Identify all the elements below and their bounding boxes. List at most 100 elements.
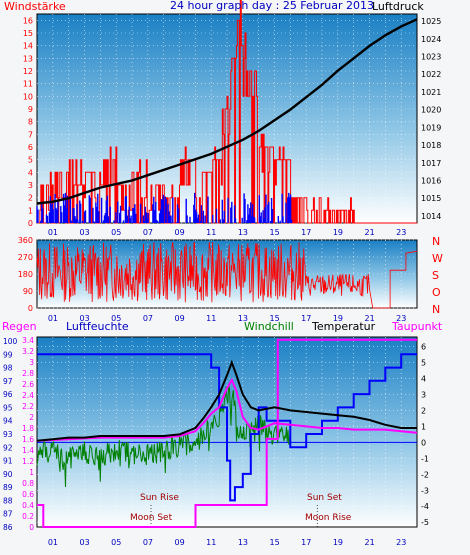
sun-rise-label: Sun Rise — [140, 493, 179, 503]
x-tick-label-p2: 19 — [333, 314, 343, 323]
x-tick-label-p1: 15 — [270, 228, 280, 237]
temp-tick-label: 2 — [421, 406, 426, 415]
temperature-series — [36, 359, 417, 442]
dewpoint-legend: Taupunkt — [391, 320, 443, 333]
dewpoint-series — [36, 377, 418, 442]
pressure-tick-label: 1018 — [421, 141, 441, 150]
wind-direction-series — [36, 242, 418, 309]
x-tick-label-p3: 07 — [143, 538, 153, 547]
humidity-tick-label: 91 — [3, 457, 13, 466]
x-tick-label-p1: 13 — [238, 228, 248, 237]
x-tick-label-p3: 05 — [111, 538, 121, 547]
compass-tick-label: N — [432, 303, 440, 316]
pressure-tick-label: 1022 — [421, 70, 441, 79]
x-tick-label-p3: 09 — [175, 538, 185, 547]
pressure-tick-label: 1024 — [421, 35, 441, 44]
x-tick-label-p3: 03 — [80, 538, 90, 547]
x-tick-label-p1: 23 — [396, 228, 406, 237]
rain-series — [37, 338, 417, 528]
chart-title: 24 hour graph day : 25 Februar 2013 — [170, 0, 374, 12]
wind-tick-label: 13 — [23, 54, 33, 63]
rain-tick-label: 1.2 — [22, 457, 34, 466]
pressure-tick-label: 1017 — [421, 159, 441, 168]
wind-tick-label: 0 — [28, 219, 33, 228]
rain-tick-label: 2.2 — [22, 402, 34, 411]
temp-tick-label: -4 — [421, 502, 429, 511]
sun-set-label: Sun Set — [307, 493, 342, 503]
rain-tick-label: 2 — [29, 413, 34, 422]
pressure-tick-label: 1015 — [421, 194, 441, 203]
x-tick-label-p3: 11 — [206, 538, 216, 547]
rain-tick-label: 2.4 — [22, 391, 34, 400]
temp-tick-label: 1 — [421, 422, 426, 431]
rain-tick-label: 2.6 — [22, 380, 34, 389]
rain-legend: Regen — [2, 320, 37, 333]
moon-rise-label: Moon Rise — [305, 513, 352, 523]
wind-tick-label: 6 — [28, 143, 33, 152]
pressure-tick-label: 1020 — [421, 106, 441, 115]
x-tick-label-p2: 09 — [175, 314, 185, 323]
moon-set-label: Moon Set — [130, 513, 173, 523]
x-tick-label-p2: 11 — [206, 314, 216, 323]
pressure-tick-label: 1019 — [421, 123, 441, 132]
x-tick-label-p1: 11 — [206, 228, 216, 237]
pressure-series — [36, 18, 418, 205]
x-tick-label-p2: 07 — [143, 314, 153, 323]
temp-tick-label: -5 — [421, 518, 429, 527]
humidity-tick-label: 98 — [3, 364, 13, 373]
temp-tick-label: 6 — [421, 343, 426, 352]
x-tick-label-p2: 21 — [365, 314, 375, 323]
wind-axis-title: Windstärke — [4, 0, 66, 13]
rain-tick-label: 0.6 — [22, 490, 34, 499]
x-tick-label-p1: 19 — [333, 228, 343, 237]
humidity-tick-label: 86 — [3, 523, 13, 532]
rain-tick-label: 0 — [29, 523, 34, 532]
x-tick-label-p3: 23 — [396, 538, 406, 547]
wind-tick-label: 14 — [23, 42, 33, 51]
humidity-tick-label: 93 — [3, 430, 13, 439]
temp-tick-label: 0 — [421, 438, 426, 447]
x-tick-label-p1: 07 — [143, 228, 153, 237]
direction-tick-label: 180 — [18, 270, 33, 279]
rain-tick-label: 3.4 — [22, 336, 34, 345]
wind-tick-label: 9 — [28, 105, 33, 114]
wind-tick-label: 2 — [28, 194, 33, 203]
temp-tick-label: -3 — [421, 486, 429, 495]
x-tick-label-p1: 09 — [175, 228, 185, 237]
rain-tick-label: 1.4 — [22, 446, 34, 455]
wind-tick-label: 16 — [23, 16, 33, 25]
humidity-tick-label: 88 — [3, 496, 13, 505]
x-tick-label-p2: 01 — [48, 314, 58, 323]
direction-tick-label: 270 — [18, 253, 33, 262]
wind-tick-label: 1 — [28, 206, 33, 215]
pressure-tick-label: 1025 — [421, 17, 441, 26]
x-tick-label-p3: 01 — [48, 538, 58, 547]
temp-tick-label: -1 — [421, 454, 429, 463]
compass-tick-label: W — [432, 252, 443, 265]
temp-tick-label: -2 — [421, 470, 429, 479]
rain-tick-label: 3.2 — [22, 347, 34, 356]
direction-tick-label: 360 — [18, 236, 33, 245]
x-tick-label-p2: 05 — [111, 314, 121, 323]
wind-tick-label: 15 — [23, 29, 33, 38]
humidity-tick-label: 97 — [3, 377, 13, 386]
x-tick-label-p1: 21 — [365, 228, 375, 237]
x-tick-label-p1: 05 — [111, 228, 121, 237]
humidity-legend: Luftfeuchte — [66, 320, 129, 333]
rain-tick-label: 1.8 — [22, 424, 34, 433]
rain-tick-label: 0.2 — [22, 512, 34, 521]
x-tick-label-p2: 03 — [80, 314, 90, 323]
temperature-legend: Temperatur — [311, 320, 376, 333]
compass-tick-label: N — [432, 235, 440, 248]
wind-tick-label: 4 — [28, 168, 33, 177]
wind-tick-label: 3 — [28, 181, 33, 190]
x-tick-label-p2: 23 — [396, 314, 406, 323]
humidity-tick-label: 99 — [3, 350, 13, 359]
humidity-tick-label: 92 — [3, 443, 13, 452]
x-tick-label-p2: 13 — [238, 314, 248, 323]
humidity-tick-label: 96 — [3, 390, 13, 399]
rain-tick-label: 1 — [29, 468, 34, 477]
pressure-tick-label: 1014 — [421, 212, 441, 221]
humidity-tick-label: 90 — [3, 470, 13, 479]
